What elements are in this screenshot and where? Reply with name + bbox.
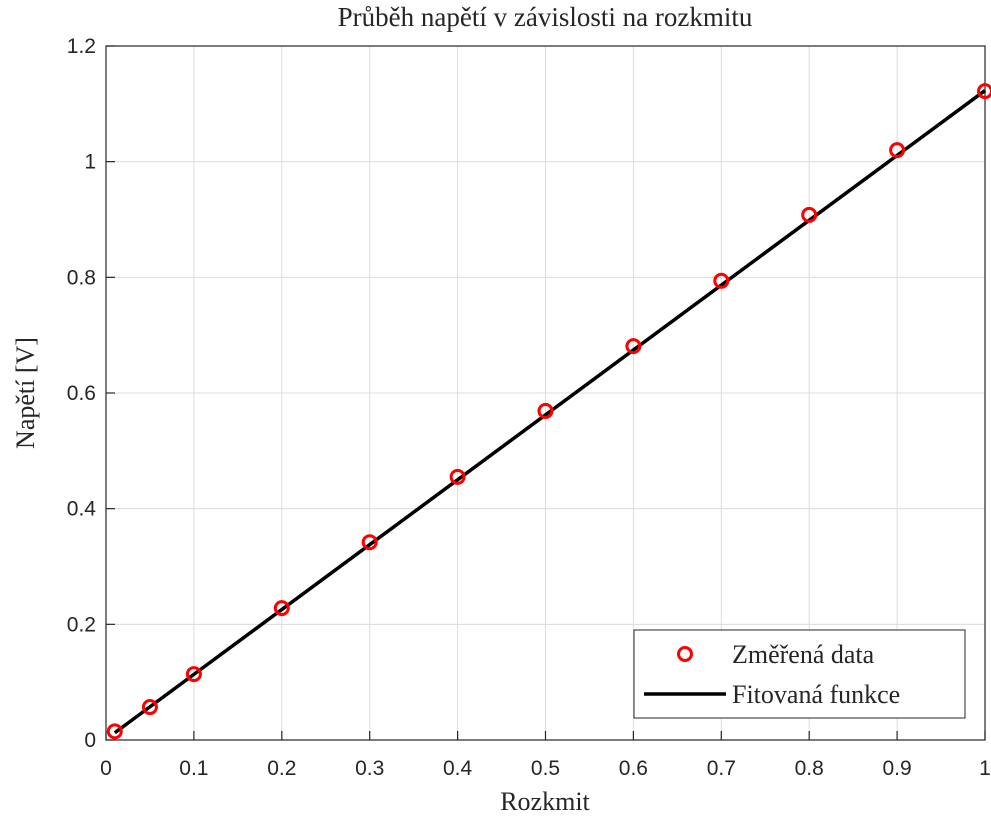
y-tick-label: 1.2: [67, 35, 96, 58]
chart-title: Průběh napětí v závislosti na rozkmitu: [338, 2, 753, 32]
fit-line: [113, 89, 987, 735]
y-tick-label: 0: [84, 729, 96, 752]
y-tick-label: 0.8: [67, 266, 96, 289]
data-point: [361, 534, 378, 551]
data-point: [713, 272, 730, 289]
x-tick-label: 0.1: [179, 757, 208, 780]
data-point: [185, 666, 202, 683]
legend: Změřená data Fitovaná funkce: [633, 629, 966, 719]
x-tick-label: 0.6: [619, 757, 648, 780]
y-tick-label: 0.2: [67, 613, 96, 636]
data-point: [977, 83, 991, 100]
data-point: [889, 142, 906, 159]
y-axis-label: Napětí [V]: [11, 337, 40, 449]
x-tick-label: 0.4: [443, 757, 473, 780]
y-tick-label: 0.6: [67, 382, 96, 405]
x-axis-label: Rozkmit: [500, 787, 590, 816]
data-point: [625, 338, 642, 355]
x-tick-label: 1: [979, 757, 991, 780]
x-tick-label: 0: [100, 757, 112, 780]
x-tick-label: 0.9: [882, 757, 911, 780]
plot-area: [105, 45, 991, 741]
data-point: [106, 723, 123, 740]
data-point: [801, 206, 818, 223]
legend-box: [633, 629, 966, 719]
legend-label: Fitovaná funkce: [732, 680, 900, 709]
data-point: [449, 468, 466, 485]
legend-label: Změřená data: [732, 640, 875, 669]
y-tick-label: 1: [84, 151, 96, 174]
data-point: [141, 699, 158, 716]
data-point: [537, 402, 554, 419]
x-tick-label: 0.7: [707, 757, 736, 780]
x-tick-label: 0.3: [355, 757, 384, 780]
x-tick-label: 0.2: [267, 757, 296, 780]
legend-marker: [677, 646, 693, 662]
x-tick-label: 0.8: [795, 757, 824, 780]
x-tick-label: 0.5: [531, 757, 560, 780]
y-tick-label: 0.4: [67, 498, 97, 521]
data-point: [273, 600, 290, 617]
